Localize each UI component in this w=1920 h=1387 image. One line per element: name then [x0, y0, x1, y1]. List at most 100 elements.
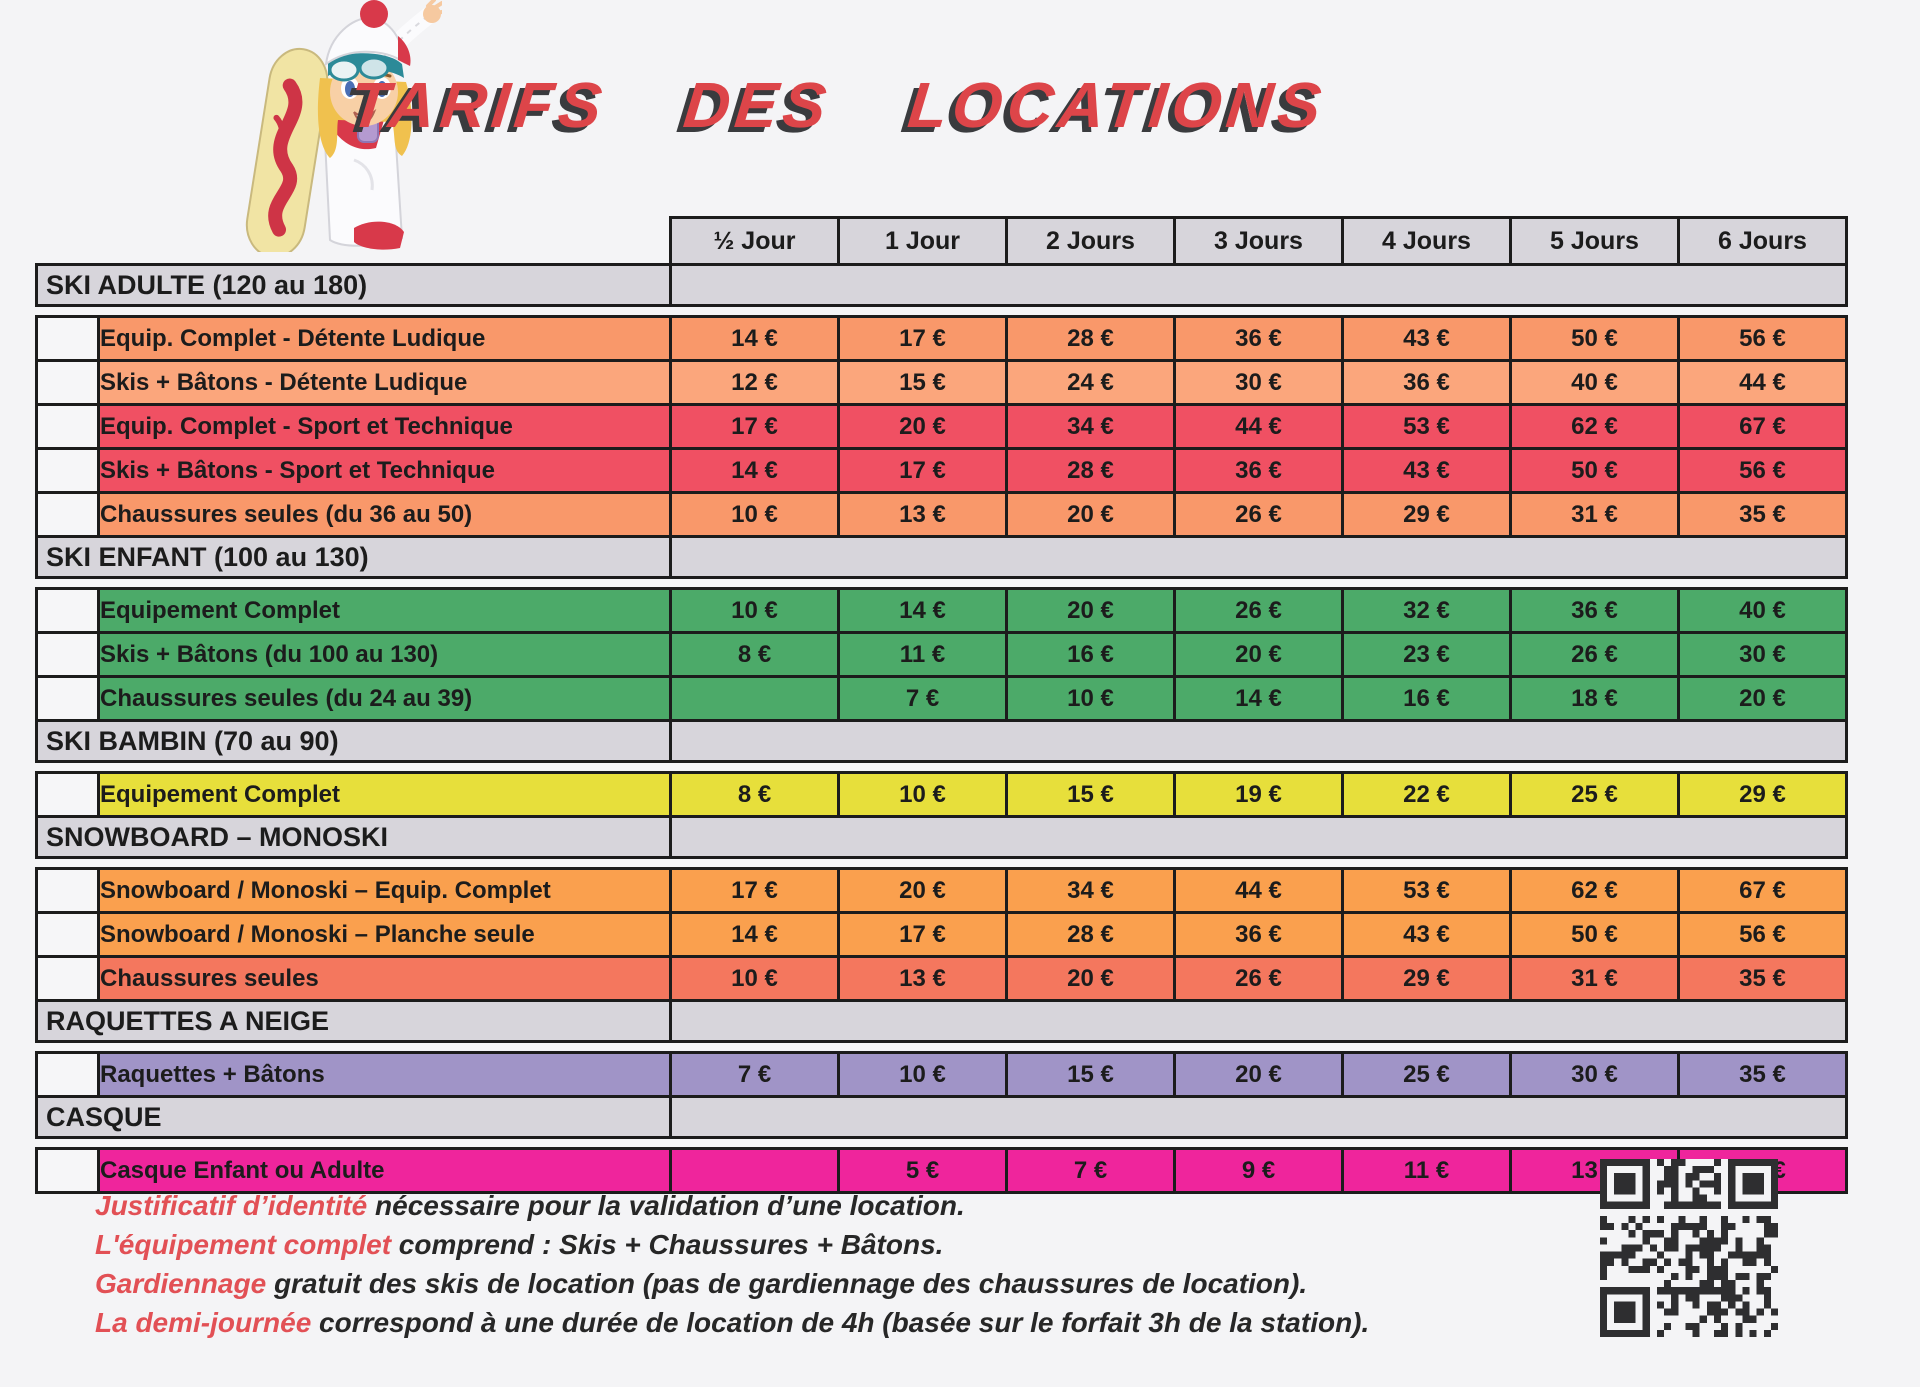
- price-cell: 17 €: [669, 867, 840, 914]
- row-label: Chaussures seules (du 24 au 39): [97, 675, 672, 722]
- row-label: Equip. Complet - Détente Ludique: [97, 315, 672, 362]
- price-cell: 30 €: [1509, 1051, 1680, 1098]
- price-cell: 31 €: [1509, 491, 1680, 538]
- section-header-row: CASQUE: [35, 1095, 1848, 1139]
- section-gap-row: [37, 578, 1847, 589]
- column-header-4-jours: 4 Jours: [1341, 216, 1512, 266]
- section-header-fill: [669, 999, 1848, 1043]
- section-header-fill: [669, 263, 1848, 307]
- price-cell: 14 €: [669, 911, 840, 958]
- price-cell: [669, 1147, 840, 1194]
- table-row: Raquettes + Bâtons 7 €10 €15 €20 €25 €30 …: [35, 1051, 1848, 1098]
- price-cell: 14 €: [669, 315, 840, 362]
- price-cell: 20 €: [1173, 631, 1344, 678]
- row-label: Equipement Complet: [97, 587, 672, 634]
- price-cell: 34 €: [1005, 867, 1176, 914]
- table-row: Equipement Complet 8 €10 €15 €19 €22 €25 …: [35, 771, 1848, 818]
- price-cell: 12 €: [669, 359, 840, 406]
- price-cell: 10 €: [1005, 675, 1176, 722]
- price-cell: 36 €: [1173, 315, 1344, 362]
- price-cell: 25 €: [1509, 771, 1680, 818]
- price-cell: 14 €: [837, 587, 1008, 634]
- price-cell: 62 €: [1509, 403, 1680, 450]
- price-cell: 7 €: [669, 1051, 840, 1098]
- row-spacer-cell: [35, 315, 100, 362]
- price-cell: 35 €: [1677, 955, 1848, 1002]
- row-label: Equip. Complet - Sport et Technique: [97, 403, 672, 450]
- row-label: Equipement Complet: [97, 771, 672, 818]
- price-cell: 30 €: [1173, 359, 1344, 406]
- price-cell: 15 €: [1005, 771, 1176, 818]
- section-gap-row: [37, 762, 1847, 773]
- price-cell: 10 €: [669, 587, 840, 634]
- price-table-body: ½ Jour 1 Jour 2 Jours 3 Jours 4 Jours 5 Jours…: [35, 216, 1848, 1194]
- price-cell: 16 €: [1005, 631, 1176, 678]
- section-header-row: SNOWBOARD – MONOSKI: [35, 815, 1848, 859]
- row-label: Snowboard / Monoski – Planche seule: [97, 911, 672, 958]
- price-cell: 10 €: [837, 1051, 1008, 1098]
- column-header-5-jours: 5 Jours: [1509, 216, 1680, 266]
- column-header-2-jours: 2 Jours: [1005, 216, 1176, 266]
- price-cell: 56 €: [1677, 315, 1848, 362]
- price-cell: 29 €: [1341, 491, 1512, 538]
- price-cell: 11 €: [837, 631, 1008, 678]
- table-row: Equipement Complet 10 €14 €20 €26 €32 €36…: [35, 587, 1848, 634]
- row-label: Chaussures seules (du 36 au 50): [97, 491, 672, 538]
- price-cell: 16 €: [1341, 675, 1512, 722]
- price-cell: 67 €: [1677, 403, 1848, 450]
- note-text: comprend : Skis + Chaussures + Bâtons.: [391, 1229, 944, 1260]
- section-gap-cell: [37, 578, 1847, 589]
- price-cell: 30 €: [1677, 631, 1848, 678]
- price-cell: 36 €: [1341, 359, 1512, 406]
- table-row: Equip. Complet - Sport et Technique 17 €2…: [35, 403, 1848, 450]
- price-cell: 26 €: [1173, 587, 1344, 634]
- section-gap-row: [37, 306, 1847, 317]
- table-row: Snowboard / Monoski – Planche seule 14 €1…: [35, 911, 1848, 958]
- note-line: La demi-journée correspond à une durée d…: [95, 1303, 1595, 1342]
- price-cell: 13 €: [837, 955, 1008, 1002]
- price-cell: 15 €: [1005, 1051, 1176, 1098]
- row-spacer-cell: [35, 587, 100, 634]
- price-cell: 10 €: [669, 955, 840, 1002]
- row-label: Skis + Bâtons (du 100 au 130): [97, 631, 672, 678]
- price-cell: 32 €: [1341, 587, 1512, 634]
- price-cell: 31 €: [1509, 955, 1680, 1002]
- row-spacer-cell: [35, 631, 100, 678]
- section-gap-cell: [37, 306, 1847, 317]
- qr-modules: [1600, 1159, 1778, 1337]
- section-header-row: SKI ADULTE (120 au 180): [35, 263, 1848, 307]
- table-row: Chaussures seules (du 24 au 39) 7 €10 €14…: [35, 675, 1848, 722]
- price-cell: 36 €: [1173, 447, 1344, 494]
- price-cell: 25 €: [1341, 1051, 1512, 1098]
- price-cell: 20 €: [1005, 955, 1176, 1002]
- price-cell: 44 €: [1677, 359, 1848, 406]
- price-cell: 62 €: [1509, 867, 1680, 914]
- row-label: Snowboard / Monoski – Equip. Complet: [97, 867, 672, 914]
- qr-code-graphic: [1600, 1159, 1778, 1337]
- price-cell: 17 €: [669, 403, 840, 450]
- price-cell: 20 €: [1005, 587, 1176, 634]
- note-line: L'équipement complet comprend : Skis + C…: [95, 1225, 1595, 1264]
- section-header-fill: [669, 535, 1848, 579]
- price-cell: 26 €: [1509, 631, 1680, 678]
- price-cell: 19 €: [1173, 771, 1344, 818]
- price-cell: 8 €: [669, 631, 840, 678]
- price-cell: 20 €: [1173, 1051, 1344, 1098]
- price-cell: 22 €: [1341, 771, 1512, 818]
- price-cell: 9 €: [1173, 1147, 1344, 1194]
- table-row: Skis + Bâtons - Détente Ludique 12 €15 €2…: [35, 359, 1848, 406]
- price-cell: 17 €: [837, 911, 1008, 958]
- price-cell: 29 €: [1341, 955, 1512, 1002]
- price-cell: 11 €: [1341, 1147, 1512, 1194]
- price-cell: 26 €: [1173, 955, 1344, 1002]
- price-cell: 20 €: [1677, 675, 1848, 722]
- price-cell: 29 €: [1677, 771, 1848, 818]
- price-cell: 18 €: [1509, 675, 1680, 722]
- price-cell: 56 €: [1677, 447, 1848, 494]
- note-line: Gardiennage gratuit des skis de location…: [95, 1264, 1595, 1303]
- price-cell: 28 €: [1005, 911, 1176, 958]
- price-cell: 20 €: [837, 867, 1008, 914]
- price-cell: 50 €: [1509, 911, 1680, 958]
- price-cell: 53 €: [1341, 403, 1512, 450]
